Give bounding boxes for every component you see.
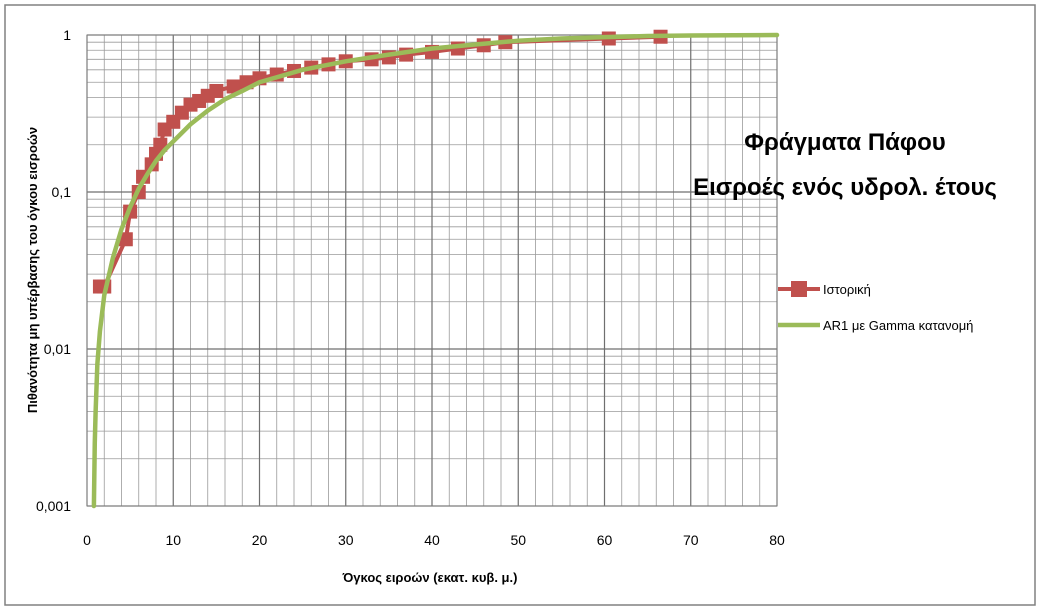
x-tick-label: 70 [683,532,699,548]
chart-title-line-1: Φράγματα Πάφου [744,129,945,156]
x-axis-ticks: 0 10 20 30 40 50 60 70 80 [83,532,785,548]
x-tick-label: 60 [597,532,613,548]
y-tick-label: 1 [63,27,71,43]
x-axis-label: Όγκος ειροών (εκατ. κυβ. μ.) [342,570,518,585]
data-point-historical [118,232,133,247]
x-tick-label: 30 [338,532,354,548]
x-tick-label: 20 [252,532,268,548]
y-axis-label: Πιθανότητα μη υπέρβασης του όγκου εισροώ… [25,127,40,413]
legend-label-ar1-gamma: AR1 με Gamma κατανομή [823,318,973,333]
legend-swatch-marker-historical [791,281,807,297]
x-tick-label: 10 [165,532,181,548]
y-tick-label: 0,01 [44,341,71,357]
data-point-historical [226,79,241,94]
legend-item-historical: Ιστορική [778,281,871,297]
legend-label-historical: Ιστορική [823,282,871,297]
y-axis-ticks: 0,001 0,01 0,1 1 [36,27,71,514]
chart-title-line-2: Εισροές ενός υδρολ. έτους [693,174,997,201]
plot-area-frame [86,34,778,507]
chart-border [4,4,1036,606]
legend: Ιστορική AR1 με Gamma κατανομή [778,281,973,333]
x-tick-label: 50 [510,532,526,548]
x-tick-label: 0 [83,532,91,548]
series-line-ar1-gamma [91,32,780,509]
data-point-historical [209,83,224,98]
y-tick-label: 0,001 [36,498,71,514]
x-tick-label: 40 [424,532,440,548]
legend-item-ar1-gamma: AR1 με Gamma κατανομή [778,318,973,333]
y-tick-label: 0,1 [52,184,72,200]
x-tick-label: 80 [769,532,785,548]
